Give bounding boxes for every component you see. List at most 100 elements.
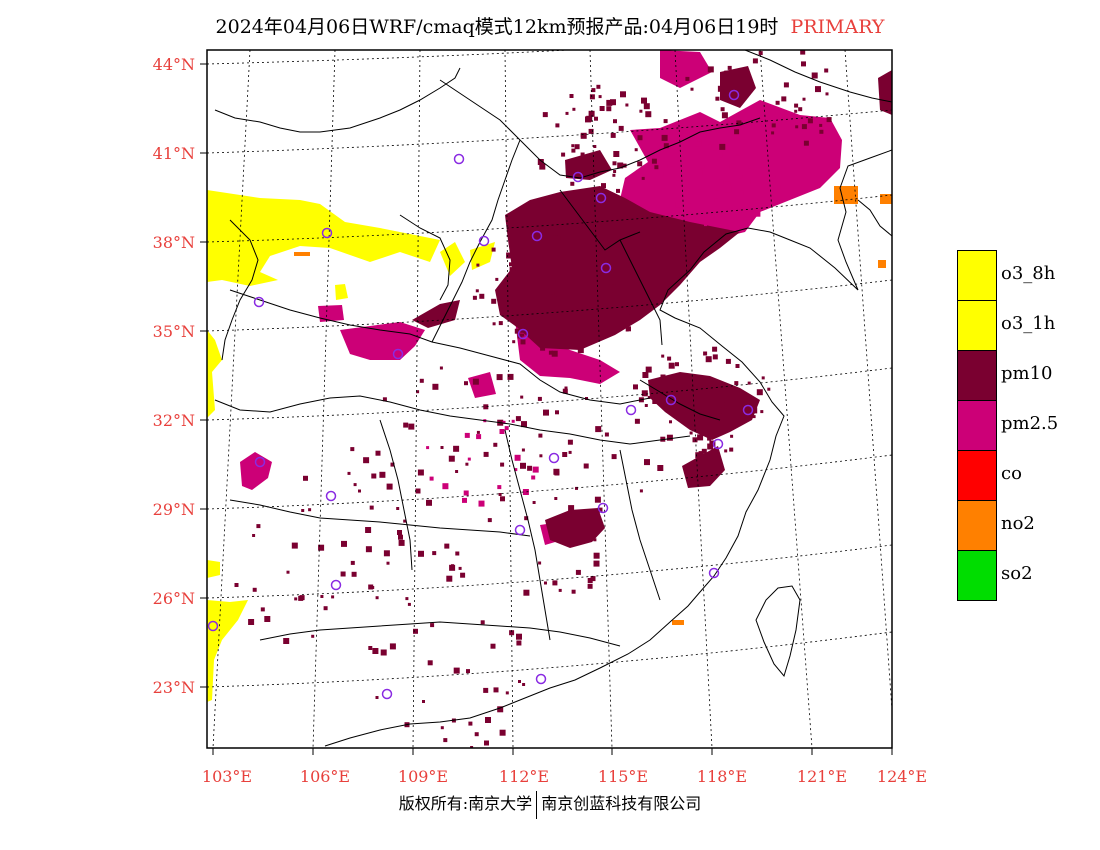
pollution-speck <box>585 397 588 400</box>
pollution-speck <box>641 97 647 104</box>
pollution-speck <box>660 374 666 380</box>
pm10-region-central-south <box>545 508 605 548</box>
pollution-speck <box>514 468 518 472</box>
pollution-speck <box>553 231 558 236</box>
pollution-speck <box>518 304 522 308</box>
pollution-speck <box>613 151 620 157</box>
pollution-speck <box>748 168 754 175</box>
legend-label: co <box>1001 463 1022 484</box>
pollution-speck <box>634 418 640 424</box>
pollution-speck <box>464 381 468 386</box>
pollution-speck <box>716 394 721 399</box>
pollution-speck <box>544 317 548 321</box>
pollution-speck <box>559 321 566 328</box>
station-markers <box>207 89 754 700</box>
province-line-12 <box>559 189 641 251</box>
pollution-speck <box>819 123 823 127</box>
pollution-speck <box>740 217 744 221</box>
province-line-4 <box>229 289 651 405</box>
pollution-speck <box>663 119 668 124</box>
lat-label-29n: 29°N <box>152 500 195 519</box>
pollution-speck <box>612 173 616 177</box>
pollution-speck <box>532 501 536 504</box>
pollution-speck <box>363 457 370 464</box>
pollution-speck <box>449 564 456 571</box>
pollution-speck <box>533 273 539 279</box>
pollution-speck <box>478 500 485 507</box>
o3-region-small-3 <box>207 560 220 578</box>
station-marker <box>728 89 740 101</box>
pollution-speck <box>802 97 806 101</box>
pollution-speck <box>480 620 485 625</box>
pollution-speck <box>703 388 707 392</box>
pollution-speck <box>717 158 721 162</box>
pollution-speck <box>540 332 544 336</box>
pollution-speck <box>589 232 593 237</box>
pollution-speck <box>613 170 617 173</box>
lon-line-103 <box>212 50 251 748</box>
pollution-speck <box>490 643 496 649</box>
pollution-speck <box>407 602 411 606</box>
pollution-speck <box>301 509 305 512</box>
pollution-speck <box>440 726 444 730</box>
pollution-speck <box>588 128 594 134</box>
pollution-speck <box>644 459 650 466</box>
pollution-speck <box>516 317 522 323</box>
pollution-speck <box>601 242 608 248</box>
pm25-region-west <box>340 322 425 360</box>
pollution-speck <box>517 282 522 287</box>
pollution-speck <box>771 174 776 179</box>
pollution-speck <box>479 293 485 299</box>
station-marker <box>514 524 526 536</box>
pollution-speck <box>569 94 574 98</box>
pollution-speck <box>508 229 513 234</box>
lat-line-26 <box>207 544 892 599</box>
pollution-speck <box>525 222 531 228</box>
pollution-speck <box>720 425 726 431</box>
pollution-speck <box>685 76 690 81</box>
pollution-speck <box>497 485 502 490</box>
pollution-speck <box>593 308 598 313</box>
pollution-speck <box>752 415 756 419</box>
pollution-speck <box>697 169 703 175</box>
pollution-speck <box>583 338 587 342</box>
pollution-speck <box>558 588 562 592</box>
pollution-speck <box>663 172 668 176</box>
station-marker <box>597 502 609 514</box>
pollution-speck <box>533 336 538 340</box>
pollution-speck <box>613 119 617 124</box>
pollution-speck <box>679 180 683 185</box>
province-line-9 <box>619 449 661 601</box>
pollution-speck <box>601 158 605 162</box>
pollution-speck <box>591 88 596 93</box>
pollution-speck <box>602 296 606 300</box>
province-line-6 <box>214 395 691 445</box>
pollution-speck <box>483 687 489 693</box>
pollution-speck <box>556 296 561 301</box>
pollution-speck <box>368 584 374 590</box>
pm25-regions <box>240 50 842 545</box>
pollution-speck <box>532 466 539 473</box>
pollution-speck <box>543 216 550 223</box>
pollution-speck <box>725 181 731 187</box>
pollution-speck <box>654 165 659 170</box>
pollution-speck <box>512 340 516 344</box>
pollution-speck <box>522 489 529 495</box>
pollution-speck <box>439 366 443 370</box>
pollution-speck <box>521 448 525 452</box>
pollution-speck <box>751 407 758 414</box>
station-marker <box>712 438 724 450</box>
pollution-speck <box>715 407 722 414</box>
pollution-speck <box>645 291 651 296</box>
pollution-speck <box>625 103 629 107</box>
pollution-speck <box>717 85 724 92</box>
coastline <box>324 149 892 747</box>
pollution-speck <box>537 265 543 271</box>
legend-swatch <box>957 400 997 451</box>
pollution-speck <box>559 212 563 216</box>
pollution-speck <box>382 397 387 402</box>
pollution-speck <box>311 634 315 638</box>
lat-label-23n: 23°N <box>152 678 195 697</box>
pollution-speck <box>442 483 449 490</box>
pm25-region-small-2 <box>318 305 344 322</box>
